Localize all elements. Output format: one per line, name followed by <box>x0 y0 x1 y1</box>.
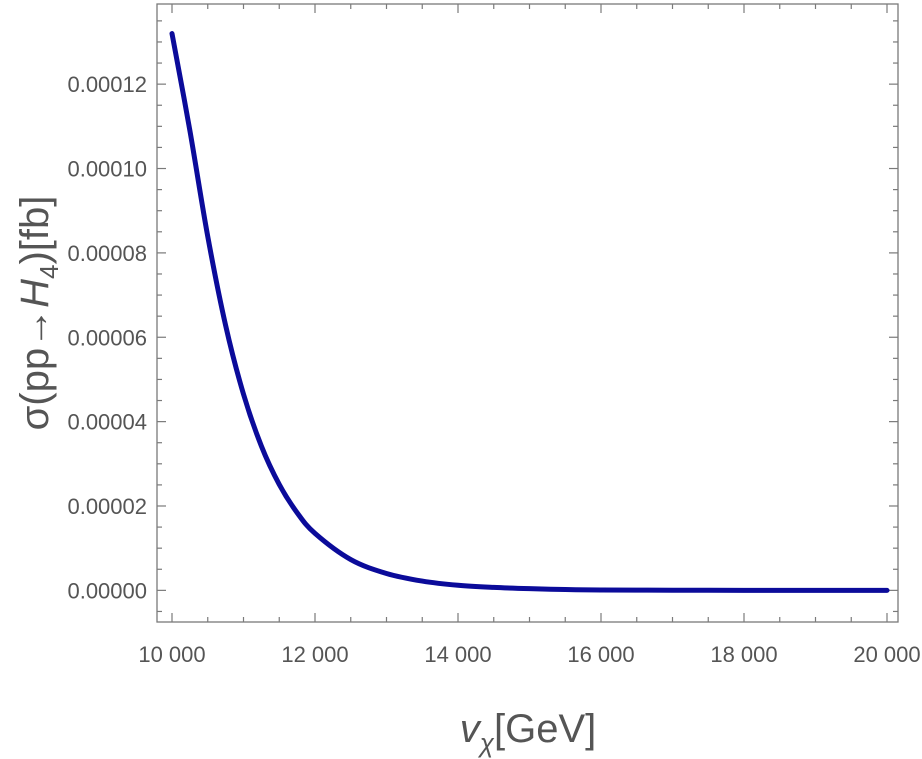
axis-ticks <box>157 4 898 622</box>
tick-labels: 10 000 12 000 14 000 16 000 18 000 20 000 0.00… <box>67 72 920 667</box>
y-tick-label: 0.00006 <box>67 325 147 350</box>
series-layer <box>169 31 890 593</box>
y-axis-title-prefix: σ(pp→ <box>13 308 57 431</box>
y-axis-title-suffix: )[fb] <box>13 196 57 265</box>
x-axis-title: vχ[GeV] <box>460 707 596 758</box>
y-axis-title-var: H <box>13 279 57 308</box>
x-tick-label: 14 000 <box>424 642 491 667</box>
x-axis-title-var: v <box>460 707 482 751</box>
series-line <box>169 31 890 593</box>
x-axis-title-unit: [GeV] <box>494 707 596 751</box>
y-tick-label: 0.00000 <box>67 578 147 603</box>
x-tick-label: 10 000 <box>138 642 205 667</box>
y-tick-label: 0.00004 <box>67 410 147 435</box>
y-axis-title-sub: 4 <box>34 265 64 279</box>
y-tick-label: 0.00010 <box>67 157 147 182</box>
y-tick-label: 0.00012 <box>67 72 147 97</box>
plot-frame <box>156 3 899 623</box>
x-axis-title-sub: χ <box>478 728 495 758</box>
y-axis-title: σ(pp→H4)[fb] <box>13 196 64 431</box>
x-tick-label: 20 000 <box>853 642 920 667</box>
x-tick-label: 16 000 <box>567 642 634 667</box>
y-tick-label: 0.00008 <box>67 241 147 266</box>
x-tick-label: 12 000 <box>281 642 348 667</box>
y-tick-label: 0.00002 <box>67 494 147 519</box>
x-tick-label: 18 000 <box>710 642 777 667</box>
